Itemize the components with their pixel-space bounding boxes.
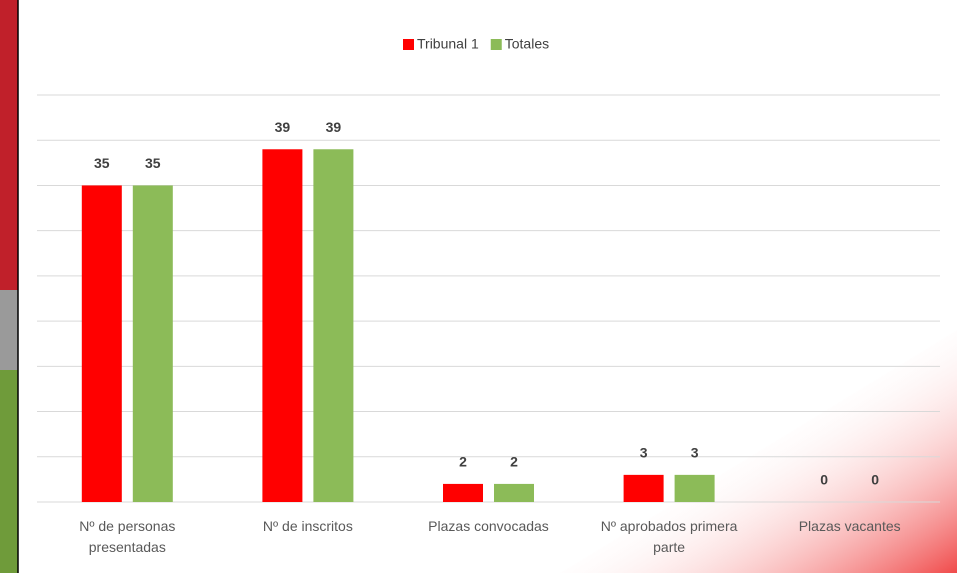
data-label: 35 [94, 155, 110, 171]
legend-label: Totales [505, 36, 549, 52]
data-label: 39 [326, 119, 342, 135]
bar [494, 484, 534, 502]
decoration [0, 290, 18, 370]
x-tick-label: Nº de inscritos [223, 516, 393, 537]
x-tick-label: Nº aprobados primera parte [584, 516, 754, 558]
bar [675, 475, 715, 502]
legend-swatch [403, 39, 414, 50]
data-label: 3 [691, 445, 699, 461]
x-tick-label: Plazas convocadas [404, 516, 574, 537]
data-label: 35 [145, 155, 161, 171]
chart: Tribunal 1 Totales 35 35 39 39 2 2 3 3 0 0 [0, 0, 957, 573]
x-tick-label: Nº de personas presentadas [42, 516, 212, 558]
legend-label: Tribunal 1 [417, 36, 479, 52]
data-label: 3 [640, 445, 648, 461]
data-label: 39 [275, 119, 291, 135]
page: Tribunal 1 Totales 35 35 39 39 2 2 3 3 0 0 Nº de pe… [0, 0, 957, 573]
bar [313, 149, 353, 502]
bar [133, 185, 173, 502]
legend-swatch [491, 39, 502, 50]
data-label: 2 [510, 454, 518, 470]
x-tick-label: Plazas vacantes [765, 516, 935, 537]
bar [624, 475, 664, 502]
decoration [0, 0, 18, 290]
bar [82, 185, 122, 502]
data-label: 0 [820, 472, 828, 488]
decoration [0, 370, 18, 573]
data-label: 2 [459, 454, 467, 470]
bar [262, 149, 302, 502]
bar [443, 484, 483, 502]
data-label: 0 [871, 472, 879, 488]
